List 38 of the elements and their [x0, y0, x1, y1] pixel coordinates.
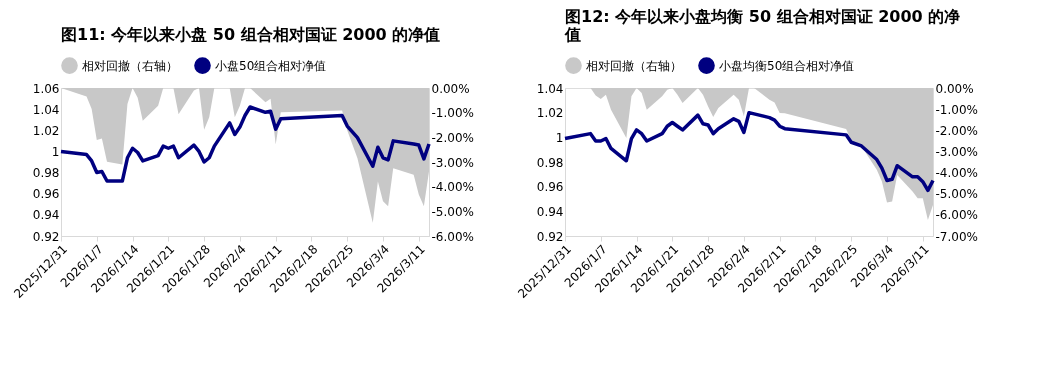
y-tick-label: 0.98 [536, 155, 564, 170]
y2-tick-label: -5.00% [431, 204, 474, 219]
y-tick-label: 1.02 [32, 123, 60, 138]
y2-tick-label: 0.00% [935, 81, 974, 96]
y-tick-label: 1.04 [536, 81, 564, 96]
line-series [563, 110, 935, 193]
chart-title: 图12: 今年以来小盘均衡 50 组合相对国证 2000 的净值 [564, 7, 961, 44]
y2-tick-label: -6.00% [431, 229, 474, 244]
y2-tick-label: -6.00% [935, 208, 978, 223]
chart-title: 图11: 今年以来小盘 50 组合相对国证 2000 的净值 [61, 25, 441, 44]
y2-tick-label: 0.00% [431, 81, 470, 96]
y2-tick-label: -3.00% [431, 155, 474, 170]
legend-label: 小盘50组合相对净值 [215, 58, 327, 73]
line-series [59, 105, 431, 183]
y-tick-label: 1.06 [32, 81, 60, 96]
y-tick-label: 0.92 [32, 229, 60, 244]
y2-tick-label: -3.00% [935, 144, 978, 159]
y-tick-label: 0.94 [32, 208, 60, 223]
y-tick-label: 1 [555, 130, 564, 145]
legend-label: 相对回撤（右轴） [82, 58, 178, 73]
y2-tick-label: -7.00% [935, 229, 978, 244]
legend-label: 小盘均衡50组合相对净值 [719, 58, 855, 73]
y-tick-label: 1.02 [536, 106, 564, 121]
y2-tick-label: -4.00% [431, 180, 474, 195]
y-tick-label: 0.96 [536, 180, 564, 195]
y-tick-label: 0.92 [536, 229, 564, 244]
y-tick-label: 1 [51, 144, 60, 159]
y2-tick-label: -2.00% [431, 130, 474, 145]
legend-label: 相对回撤（右轴） [586, 58, 682, 73]
y-tick-label: 0.98 [32, 166, 60, 181]
y2-tick-label: -1.00% [431, 106, 474, 121]
y-tick-label: 0.94 [536, 204, 564, 219]
y-tick-label: 1.04 [32, 102, 60, 117]
y2-tick-label: -2.00% [935, 123, 978, 138]
y2-tick-label: -5.00% [935, 187, 978, 202]
y2-tick-label: -1.00% [935, 102, 978, 117]
y-tick-label: 0.96 [32, 187, 60, 202]
y2-tick-label: -4.00% [935, 166, 978, 181]
